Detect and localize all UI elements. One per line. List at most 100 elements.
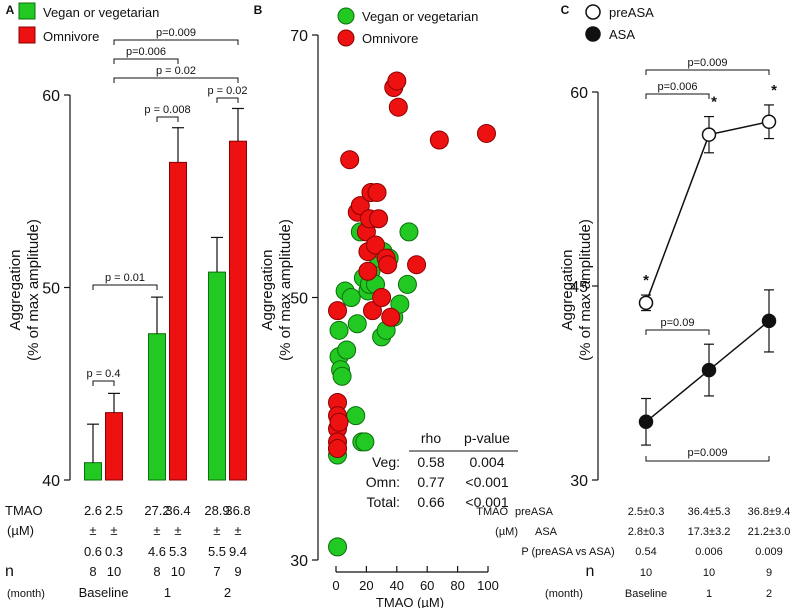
table-pre-value: 36.8±9.4 — [748, 506, 791, 518]
table-n-value: 7 — [213, 564, 220, 579]
x-tick-label: 80 — [450, 578, 464, 593]
bracket-a2-label: p = 0.01 — [105, 272, 145, 284]
table-pm: ± — [213, 523, 220, 538]
table-unit-label: (µM) — [7, 523, 34, 538]
bracket-c2-label: p=0.006 — [657, 81, 697, 93]
panel-letter-b: B — [254, 3, 263, 17]
scatter-point — [341, 288, 361, 307]
table-month: 2 — [766, 588, 772, 600]
scatter-point — [397, 274, 417, 294]
table-n-value: 10 — [640, 567, 652, 579]
table-p-label: P (preASA vs ASA) — [521, 546, 614, 558]
y-axis-title-line: Aggregation — [559, 250, 576, 331]
data-point — [638, 414, 654, 430]
x-tick-label: 100 — [477, 578, 499, 593]
bracket-a7-label: p=0.009 — [156, 27, 196, 39]
bracket-a5-label: p = 0.02 — [156, 65, 196, 77]
table-unit-label: (µM) — [495, 526, 518, 538]
y-tick-label: 60 — [42, 88, 60, 105]
bar — [229, 140, 247, 481]
scatter-point — [390, 294, 410, 314]
scatter-point — [372, 288, 392, 307]
legend-label: Omnivore — [43, 29, 99, 44]
scatter-point — [328, 438, 348, 458]
y-tick-label: 45 — [570, 279, 588, 296]
legend-marker-open — [585, 4, 601, 20]
legend-marker — [337, 29, 355, 47]
table-tmao-mean: 28.9 — [204, 503, 229, 518]
table-asa-value: 21.2±3.0 — [748, 526, 791, 538]
table-month: 1 — [164, 585, 171, 600]
bracket-a7-line — [113, 39, 239, 45]
table-p-value: 0.54 — [635, 546, 656, 558]
bracket-a4-line — [216, 97, 239, 103]
bracket-c1-line — [645, 69, 770, 75]
stats-p: 0.004 — [469, 454, 504, 470]
table-pm: ± — [234, 523, 241, 538]
table-tmao-sd: 5.3 — [169, 544, 187, 559]
bracket-a1-label: p = 0.4 — [87, 368, 121, 380]
bracket-a6-line — [113, 58, 179, 64]
x-tick-label: 20 — [359, 578, 373, 593]
stats-header-rho: rho — [421, 430, 441, 446]
y-tick-label: 30 — [570, 473, 588, 490]
x-axis-title: TMAO (µM) — [376, 595, 444, 608]
y-tick-label: 40 — [42, 473, 60, 490]
table-tmao-sd: 0.3 — [105, 544, 123, 559]
significance-asterisk: * — [711, 94, 717, 111]
bracket-c4-label: p=0.009 — [687, 447, 727, 459]
bar — [105, 412, 123, 481]
table-pm: ± — [153, 523, 160, 538]
stats-row-label: Total: — [367, 494, 400, 510]
table-month: Baseline — [79, 585, 129, 600]
scatter-point — [328, 537, 348, 557]
x-tick-label: 0 — [332, 578, 339, 593]
bracket-a4-label: p = 0.02 — [207, 85, 247, 97]
panel-letter-a: A — [6, 3, 15, 17]
panel-b: B 30 50 70 Aggregation(% of max amplitude) 0 2… — [254, 3, 518, 608]
y-axis-title-line: (% of max amplitude) — [277, 219, 294, 361]
table-tmao-sd: 9.4 — [229, 544, 247, 559]
scatter-point — [367, 183, 387, 202]
scatter-point — [328, 301, 348, 321]
legend-swatch — [18, 26, 36, 44]
data-point — [701, 127, 717, 142]
stats-row-label: Omn: — [366, 474, 400, 490]
scatter-point — [355, 432, 375, 452]
legend-marker-filled — [585, 26, 601, 42]
panel-letter-c: C — [561, 3, 570, 17]
scatter-point — [381, 307, 401, 327]
y-axis-title-line: (% of max amplitude) — [577, 219, 594, 361]
y-axis-title: Aggregation(% of max amplitude) — [259, 219, 294, 361]
table-tmao-mean: 36.4 — [165, 503, 190, 518]
stats-rho: 0.77 — [417, 474, 444, 490]
table-n-value: 8 — [89, 564, 96, 579]
scatter-point — [332, 366, 352, 386]
bar — [84, 462, 102, 481]
y-tick-label: 50 — [42, 281, 60, 298]
bracket-c2-line — [645, 93, 710, 99]
scatter-point — [347, 314, 367, 334]
scatter-point — [369, 209, 389, 229]
bracket-c1-label: p=0.009 — [687, 57, 727, 69]
data-point — [761, 114, 777, 129]
table-month: 1 — [706, 588, 712, 600]
table-asa-label: ASA — [535, 526, 558, 538]
table-month-label: (month) — [7, 588, 45, 600]
table-n-value: 8 — [153, 564, 160, 579]
scatter-point — [399, 222, 419, 242]
panel-a: A 40 50 60 Aggregation(% of max amplitude) Ve… — [5, 2, 251, 600]
legend-label: Vegan or vegetarian — [43, 5, 159, 20]
scatter-point — [329, 412, 349, 432]
table-tmao-mean: 2.5 — [105, 503, 123, 518]
table-pm: ± — [110, 523, 117, 538]
scatter-point — [362, 301, 382, 321]
bracket-c3-line — [645, 329, 710, 335]
scatter-point — [346, 406, 366, 426]
table-pre-value: 36.4±5.3 — [688, 506, 731, 518]
table-asa-value: 2.8±0.3 — [628, 526, 665, 538]
panel-c: C 30 45 60 Aggregation(% of max amplitude) pr… — [476, 3, 790, 600]
table-n-value: 9 — [766, 567, 772, 579]
y-tick-label: 70 — [290, 28, 308, 45]
bracket-a6-label: p=0.006 — [126, 46, 166, 58]
